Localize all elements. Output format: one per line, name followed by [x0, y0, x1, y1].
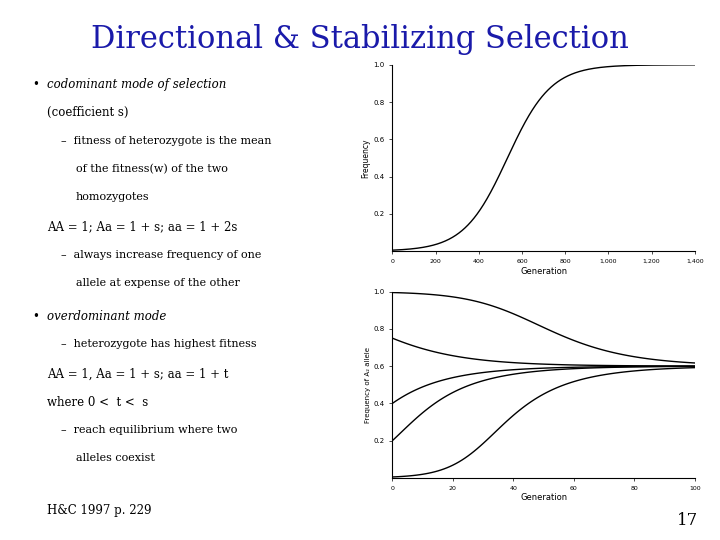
- Text: •: •: [32, 78, 40, 91]
- X-axis label: Generation: Generation: [520, 494, 567, 502]
- Text: AA = 1; Aa = 1 + s; aa = 1 + 2s: AA = 1; Aa = 1 + s; aa = 1 + 2s: [47, 220, 237, 233]
- Text: –  fitness of heterozygote is the mean: – fitness of heterozygote is the mean: [61, 136, 271, 146]
- Y-axis label: Frequency of A₂ allele: Frequency of A₂ allele: [365, 347, 371, 423]
- Text: H&C 1997 p. 229: H&C 1997 p. 229: [47, 504, 151, 517]
- Text: AA = 1, Aa = 1 + s; aa = 1 + t: AA = 1, Aa = 1 + s; aa = 1 + t: [47, 368, 228, 381]
- Text: –  heterozygote has highest fitness: – heterozygote has highest fitness: [61, 340, 257, 349]
- Text: •: •: [32, 310, 40, 323]
- Text: codominant mode of selection: codominant mode of selection: [47, 78, 226, 91]
- Text: overdominant mode: overdominant mode: [47, 310, 166, 323]
- Text: homozygotes: homozygotes: [76, 192, 149, 202]
- Text: of the fitness(w) of the two: of the fitness(w) of the two: [76, 164, 228, 174]
- Text: –  always increase frequency of one: – always increase frequency of one: [61, 249, 261, 260]
- Text: Directional & Stabilizing Selection: Directional & Stabilizing Selection: [91, 24, 629, 55]
- Text: –  reach equilibrium where two: – reach equilibrium where two: [61, 425, 238, 435]
- Text: alleles coexist: alleles coexist: [76, 453, 155, 463]
- Y-axis label: Frequency: Frequency: [361, 138, 371, 178]
- X-axis label: Generation: Generation: [520, 267, 567, 275]
- Text: (coefficient s): (coefficient s): [47, 106, 128, 119]
- Text: 17: 17: [677, 512, 698, 529]
- Text: allele at expense of the other: allele at expense of the other: [76, 278, 240, 288]
- Text: where 0 <  t <  s: where 0 < t < s: [47, 396, 148, 409]
